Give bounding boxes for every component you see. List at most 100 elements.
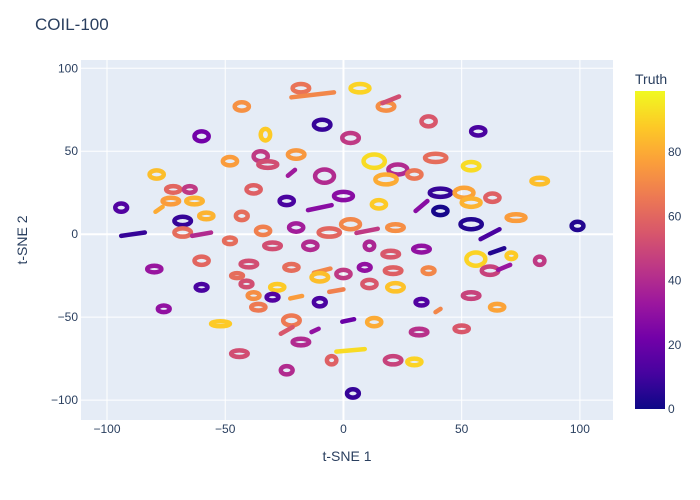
y-tick-label: −50 <box>58 310 79 324</box>
cluster-ring <box>113 201 130 215</box>
cluster-ring <box>290 81 312 95</box>
cluster-ring <box>458 217 485 232</box>
y-tick-label: 0 <box>71 227 78 241</box>
colorbar-tick-label: 40 <box>668 274 682 288</box>
cluster-ring <box>264 291 281 303</box>
cluster-ring <box>384 280 406 294</box>
x-tick-label: −100 <box>93 422 120 436</box>
cluster-ring <box>311 117 333 132</box>
cluster-ring <box>431 204 450 218</box>
cluster-ring <box>460 159 482 173</box>
cluster-ring <box>364 315 384 329</box>
cluster-ring <box>419 114 438 129</box>
cluster-ring <box>163 183 183 195</box>
cluster-ring <box>529 175 551 187</box>
cluster-ring <box>160 195 182 207</box>
cluster-ring <box>386 162 410 177</box>
y-tick-label: −100 <box>51 393 78 407</box>
cluster-ring <box>380 248 402 260</box>
data-clusters <box>113 81 586 400</box>
cluster-trace <box>285 167 298 178</box>
cluster-trace <box>478 226 502 242</box>
cluster-ring <box>569 219 586 233</box>
y-tick-label: 100 <box>58 61 78 75</box>
cluster-trace <box>118 230 148 239</box>
cluster-ring <box>361 152 388 171</box>
cluster-trace <box>327 287 346 295</box>
cluster-ring <box>373 172 399 187</box>
cluster-ring <box>261 240 284 252</box>
cluster-trace <box>334 346 367 354</box>
cluster-ring <box>256 158 280 171</box>
cluster-ring <box>309 270 331 284</box>
cluster-trace <box>487 246 507 256</box>
cluster-ring <box>232 100 252 113</box>
y-tick-label: 50 <box>65 144 79 158</box>
x-tick-label: 100 <box>570 422 590 436</box>
colorbar-ticks: 0 20 40 60 80 <box>668 145 682 416</box>
cluster-ring <box>228 270 246 281</box>
tick-labels: −100 −50 0 50 100 −100 −50 0 50 100 <box>51 61 590 436</box>
cluster-trace <box>278 324 295 336</box>
cluster-ring <box>290 336 312 348</box>
cluster-ring <box>172 226 194 239</box>
cluster-ring <box>464 250 488 268</box>
cluster-ring <box>301 239 320 253</box>
cluster-ring <box>238 258 260 270</box>
cluster-ring <box>183 195 206 207</box>
colorbar-tick-label: 20 <box>668 338 682 352</box>
cluster-ring <box>408 326 430 338</box>
cluster-ring <box>422 151 449 165</box>
cluster-ring <box>532 254 547 268</box>
cluster-ring <box>144 263 164 275</box>
cluster-ring <box>334 267 353 281</box>
x-tick-label: −50 <box>215 422 236 436</box>
plot-area <box>81 60 613 420</box>
cluster-ring <box>220 154 240 168</box>
cluster-ring <box>196 210 216 222</box>
cluster-ring <box>405 356 424 368</box>
colorbar-title: Truth <box>635 71 667 87</box>
cluster-trace <box>413 198 430 214</box>
cluster-ring <box>277 194 297 208</box>
cluster-ring <box>452 323 472 335</box>
cluster-ring <box>338 217 363 232</box>
x-tick-label: 0 <box>340 422 347 436</box>
cluster-ring <box>244 183 263 196</box>
cluster-ring <box>233 209 250 223</box>
cluster-ring <box>192 129 211 144</box>
cluster-trace <box>309 326 321 335</box>
grid-lines <box>81 60 613 420</box>
cluster-ring <box>286 221 306 234</box>
cluster-ring <box>278 363 295 377</box>
cluster-ring <box>282 261 301 273</box>
cluster-trace <box>153 204 165 215</box>
colorbar-tick-label: 0 <box>668 402 675 416</box>
cluster-ring <box>356 261 373 273</box>
cluster-ring <box>238 278 255 290</box>
cluster-ring <box>459 196 483 210</box>
colorbar-tick-label: 60 <box>668 209 682 223</box>
cluster-trace <box>288 293 305 301</box>
cluster-ring <box>413 296 430 308</box>
cluster-ring <box>384 221 406 234</box>
cluster-trace <box>496 262 513 273</box>
colorbar: Truth 0 20 40 60 80 <box>635 71 682 416</box>
cluster-ring <box>487 301 507 313</box>
colorbar-gradient <box>635 91 665 409</box>
cluster-ring <box>348 81 372 95</box>
cluster-ring <box>312 167 337 186</box>
cluster-ring <box>504 212 528 224</box>
cluster-ring <box>172 214 194 228</box>
cluster-trace <box>380 94 402 106</box>
cluster-ring <box>340 130 362 146</box>
cluster-trace <box>189 230 214 239</box>
cluster-ring <box>221 235 239 247</box>
cluster-trace <box>340 316 357 324</box>
cluster-ring <box>192 254 211 268</box>
cluster-ring <box>360 277 379 291</box>
cluster-ring <box>331 189 356 203</box>
cluster-ring <box>316 226 343 239</box>
cluster-ring <box>405 168 424 181</box>
